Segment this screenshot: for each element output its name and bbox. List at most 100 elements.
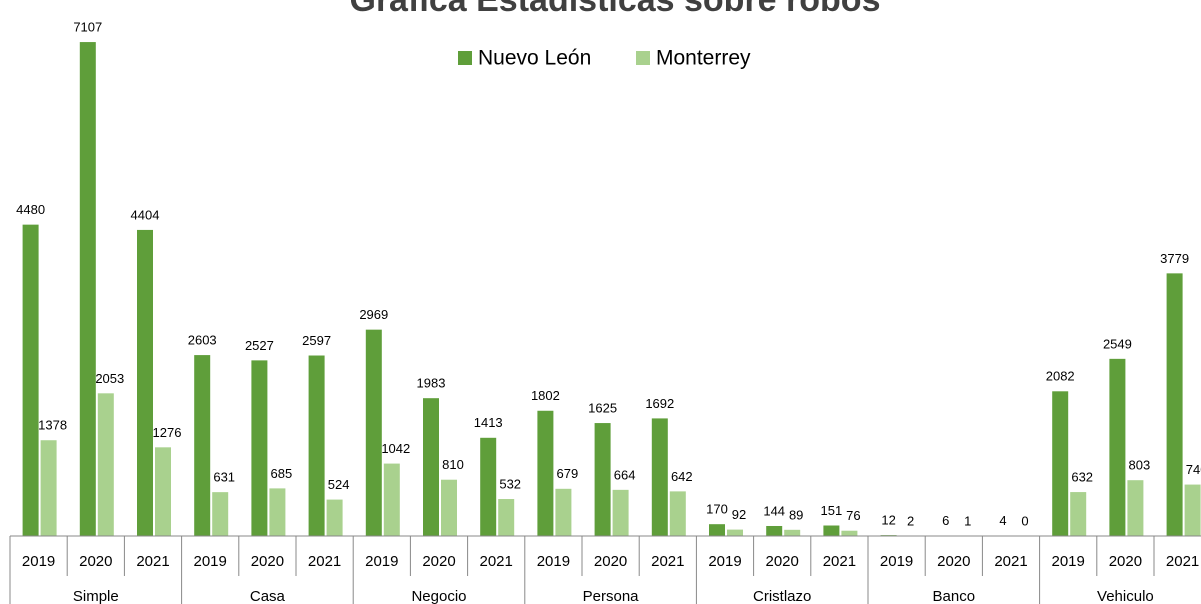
x-tick-label: 2020 [937,553,970,570]
data-label: 1042 [381,441,410,456]
bar [841,530,858,536]
x-tick-label: 2021 [308,553,341,570]
data-label: 76 [846,508,860,523]
bar [669,491,686,536]
bar [709,524,725,536]
data-label: 685 [271,466,293,481]
bar [40,440,57,536]
data-label: 151 [821,503,843,518]
data-label: 170 [706,502,728,517]
data-label: 89 [789,507,803,522]
x-tick-label: 2019 [708,553,741,570]
bar [766,525,783,536]
bar [137,229,153,536]
x-tick-label: 2020 [251,553,284,570]
data-label: 144 [763,503,785,518]
data-label: 1983 [417,376,446,391]
bar [1070,492,1087,536]
legend-swatch [636,51,650,65]
x-tick-label: 2021 [1166,553,1199,570]
bar [594,423,611,536]
legend-label: Nuevo León [478,47,591,70]
bar [326,499,343,536]
data-label: 642 [671,469,693,484]
bar [269,488,286,536]
data-label: 532 [499,476,521,491]
data-label: 1413 [474,415,503,430]
data-label: 2969 [359,307,388,322]
data-label: 2082 [1046,369,1075,384]
data-label: 740 [1186,462,1201,477]
bar [251,360,268,536]
data-label: 2603 [188,333,217,348]
group-label: Persona [583,588,640,604]
data-label: 0 [1021,513,1028,528]
bar [651,418,668,536]
bar [441,479,457,536]
x-tick-label: 2020 [594,553,627,570]
bar [1109,358,1126,536]
data-label: 2053 [95,371,124,386]
data-label: 3779 [1160,251,1189,266]
x-tick-label: 2019 [880,553,913,570]
bar [1052,391,1069,536]
x-tick-label: 2019 [537,553,570,570]
x-tick-label: 2021 [994,553,1027,570]
x-tick-label: 2021 [651,553,684,570]
bar [308,355,325,536]
group-label: Simple [73,588,119,604]
bar [155,447,171,536]
x-tick-label: 2021 [823,553,856,570]
legend-swatch [458,51,472,65]
group-label: Casa [250,588,286,604]
data-label: 1378 [38,418,67,433]
bar [1127,480,1144,536]
data-label: 4404 [131,207,160,222]
bar [784,529,801,536]
bar [194,355,211,536]
data-label: 92 [732,507,746,522]
data-label: 6 [942,513,949,528]
x-tick-label: 2021 [480,553,513,570]
data-label: 12 [881,513,895,528]
x-tick-label: 2020 [79,553,112,570]
bar [480,437,497,536]
data-label: 632 [1071,470,1093,485]
bar [823,525,840,536]
data-label: 2527 [245,338,274,353]
bar [212,492,229,536]
bar [365,329,382,536]
bar [383,463,400,536]
legend-label: Monterrey [656,47,751,70]
data-label: 664 [614,467,636,482]
data-label: 1802 [531,388,560,403]
bar [498,499,515,536]
data-label: 1276 [153,425,182,440]
data-label: 631 [213,470,235,485]
data-label: 810 [442,457,464,472]
bar [537,410,554,536]
bar [79,42,96,536]
data-label: 4 [999,513,1006,528]
x-tick-label: 2020 [1109,553,1142,570]
data-label: 2549 [1103,336,1132,351]
data-label: 1 [964,513,971,528]
x-tick-label: 2020 [422,553,455,570]
group-label: Negocio [411,588,466,604]
x-tick-label: 2019 [365,553,398,570]
bar [555,488,572,536]
bar [1166,273,1183,536]
data-label: 1625 [588,401,617,416]
data-label: 4480 [16,202,45,217]
data-label: 524 [328,477,350,492]
data-label: 2597 [302,333,331,348]
x-tick-label: 2019 [22,553,55,570]
x-tick-label: 2021 [136,553,169,570]
data-label: 679 [557,466,579,481]
data-label: 803 [1129,458,1151,473]
bar [727,529,743,536]
x-tick-label: 2019 [194,553,227,570]
data-label: 2 [907,513,914,528]
bar [97,393,114,536]
chart-title: Gráfica Estadísticas sobre robos [350,0,881,19]
